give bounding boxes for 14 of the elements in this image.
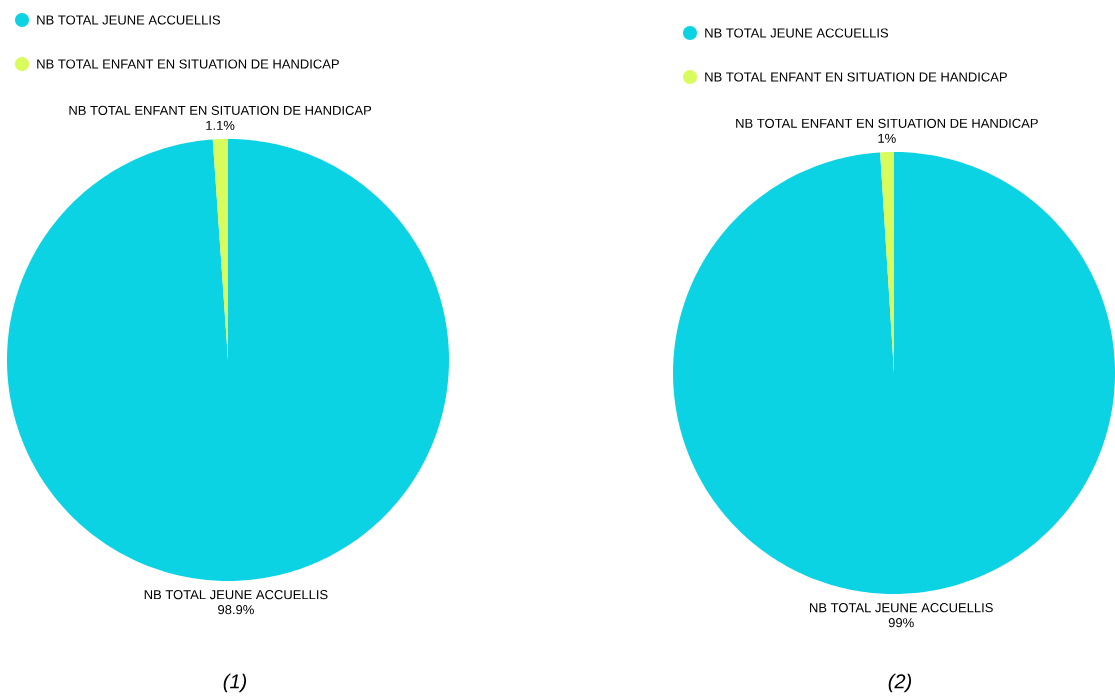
legend-label: NB TOTAL ENFANT EN SITUATION DE HANDICAP [37, 59, 339, 69]
data-label: 1.1% [206, 120, 235, 130]
data-label: 99% [888, 618, 914, 628]
legend-label: NB TOTAL ENFANT EN SITUATION DE HANDICAP [705, 72, 1007, 82]
data-label: 98.9% [218, 605, 254, 615]
slice-label: NB TOTAL JEUNE ACCUELLIS [144, 590, 328, 600]
slice-label: NB TOTAL ENFANT EN SITUATION DE HANDICAP [736, 118, 1038, 128]
text: (1) [223, 673, 247, 693]
text: (2) [888, 673, 912, 693]
slice-label: NB TOTAL ENFANT EN SITUATION DE HANDICAP [69, 105, 372, 115]
slice-label: NB TOTAL JEUNE ACCUELLIS [810, 603, 993, 613]
legend-label: NB TOTAL JEUNE ACCUELLIS [705, 28, 889, 38]
data-label: 1% [878, 133, 896, 143]
legend-label: NB TOTAL JEUNE ACCUELLIS [37, 15, 221, 25]
